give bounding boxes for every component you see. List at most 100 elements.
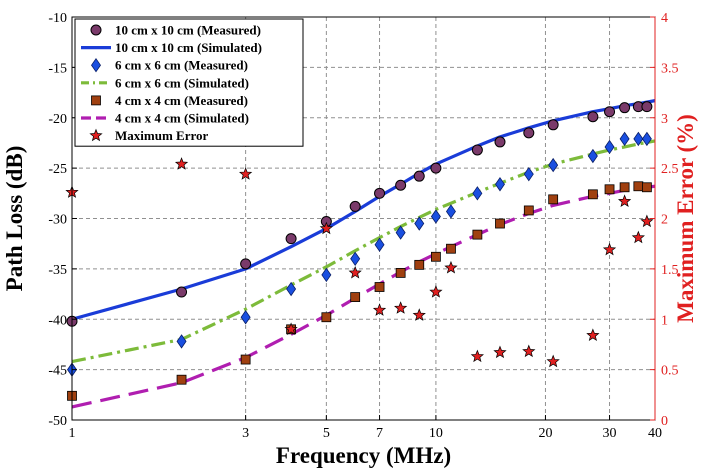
data-point: [640, 214, 654, 228]
data-point: [633, 181, 644, 192]
data-point: [395, 179, 407, 191]
data-point: [493, 345, 507, 359]
data-point: [176, 286, 188, 298]
y-tick-label: -15: [48, 61, 67, 76]
y-axis-label: Path Loss (dB): [2, 146, 27, 292]
data-point: [174, 157, 189, 170]
data-point: [395, 268, 406, 278]
data-point: [444, 260, 458, 274]
data-point: [587, 148, 598, 164]
data-point: [617, 194, 632, 208]
legend: 10 cm x 10 cm (Measured) 10 cm x 10 cm (S…: [74, 18, 304, 147]
y-tick-label: -20: [48, 112, 67, 127]
data-point: [321, 312, 332, 323]
y-tick-label: -30: [48, 213, 67, 228]
x-tick-label: 1: [69, 426, 76, 441]
data-point: [641, 131, 652, 147]
y-tick-label: -35: [48, 263, 67, 278]
data-point: [240, 310, 251, 325]
data-point: [321, 267, 332, 283]
y-tick-label: -50: [48, 414, 67, 429]
x-axis-label: Frequency (MHz): [276, 443, 451, 468]
legend-label: 10 cm x 10 cm (Measured): [115, 23, 261, 38]
y2-tick-label: 3.5: [661, 61, 679, 76]
data-point: [412, 308, 426, 321]
data-point: [319, 221, 333, 235]
x-tick-label: 40: [648, 426, 662, 441]
data-point: [284, 322, 298, 335]
y2-tick-label: 4: [661, 11, 668, 26]
legend-label: Maximum Error: [115, 128, 208, 143]
y-tick-label: -10: [48, 11, 67, 26]
data-point: [472, 186, 483, 201]
data-point: [240, 258, 252, 270]
data-point: [546, 354, 560, 368]
data-point: [522, 344, 536, 358]
data-point: [619, 102, 631, 114]
data-point: [587, 189, 598, 200]
data-point: [547, 119, 559, 131]
data-point: [641, 101, 653, 113]
data-point: [604, 184, 615, 195]
y2-tick-label: 1.5: [661, 263, 679, 278]
data-point: [523, 166, 534, 182]
data-point: [430, 162, 442, 174]
x-tick-label: 5: [323, 426, 330, 441]
data-point: [285, 233, 297, 245]
y-tick-label: -25: [48, 162, 67, 177]
data-point: [430, 209, 441, 224]
plot-area: [65, 99, 656, 409]
x-tick-label: 7: [376, 426, 383, 441]
y2-tick-label: 2: [661, 213, 668, 228]
data-point: [604, 139, 615, 155]
data-point: [239, 167, 253, 180]
data-point: [470, 349, 484, 363]
data-point: [523, 127, 535, 139]
data-point: [548, 194, 559, 205]
data-point: [286, 281, 297, 297]
data-point: [374, 187, 386, 199]
data-point: [494, 136, 506, 148]
legend-label: 4 cm x 4 cm (Measured): [115, 93, 248, 108]
data-point: [176, 334, 187, 349]
data-point: [414, 216, 425, 231]
y2-tick-label: 2.5: [661, 162, 679, 177]
x-tick-label: 20: [538, 426, 552, 441]
x-tick-label: 10: [429, 426, 443, 441]
data-point: [471, 144, 483, 156]
data-point: [374, 282, 385, 292]
data-point: [619, 182, 630, 193]
data-point: [586, 328, 600, 341]
data-point: [395, 225, 406, 240]
x-tick-label: 3: [242, 426, 249, 441]
y2-tick-label: 1: [661, 313, 668, 328]
legend-label: 4 cm x 4 cm (Simulated): [115, 111, 249, 126]
y2-tick-label: 3: [661, 112, 668, 127]
data-point: [176, 374, 187, 385]
data-point: [619, 131, 630, 147]
data-point: [394, 301, 408, 314]
data-point: [431, 251, 441, 262]
y2-tick-label: 0: [661, 414, 668, 429]
y-tick-label: -40: [48, 313, 67, 328]
y2-tick-label: 0.5: [661, 364, 679, 379]
data-point: [523, 205, 534, 216]
legend-label: 6 cm x 6 cm (Measured): [115, 58, 248, 73]
data-point: [350, 251, 361, 267]
data-point: [495, 218, 505, 229]
data-point: [548, 157, 559, 173]
x-tick-label: 30: [603, 426, 617, 441]
data-point: [641, 182, 652, 193]
data-point: [413, 170, 425, 182]
data-point: [350, 292, 361, 302]
data-point: [495, 177, 505, 192]
data-point: [602, 242, 617, 256]
legend-label: 6 cm x 6 cm (Simulated): [115, 75, 249, 90]
y-tick-label: -45: [48, 364, 67, 379]
legend-swatch: [90, 24, 102, 36]
data-point: [372, 303, 387, 316]
legend-label: 10 cm x 10 cm (Simulated): [115, 40, 262, 55]
data-point: [631, 230, 645, 244]
series-line: [71, 139, 656, 364]
